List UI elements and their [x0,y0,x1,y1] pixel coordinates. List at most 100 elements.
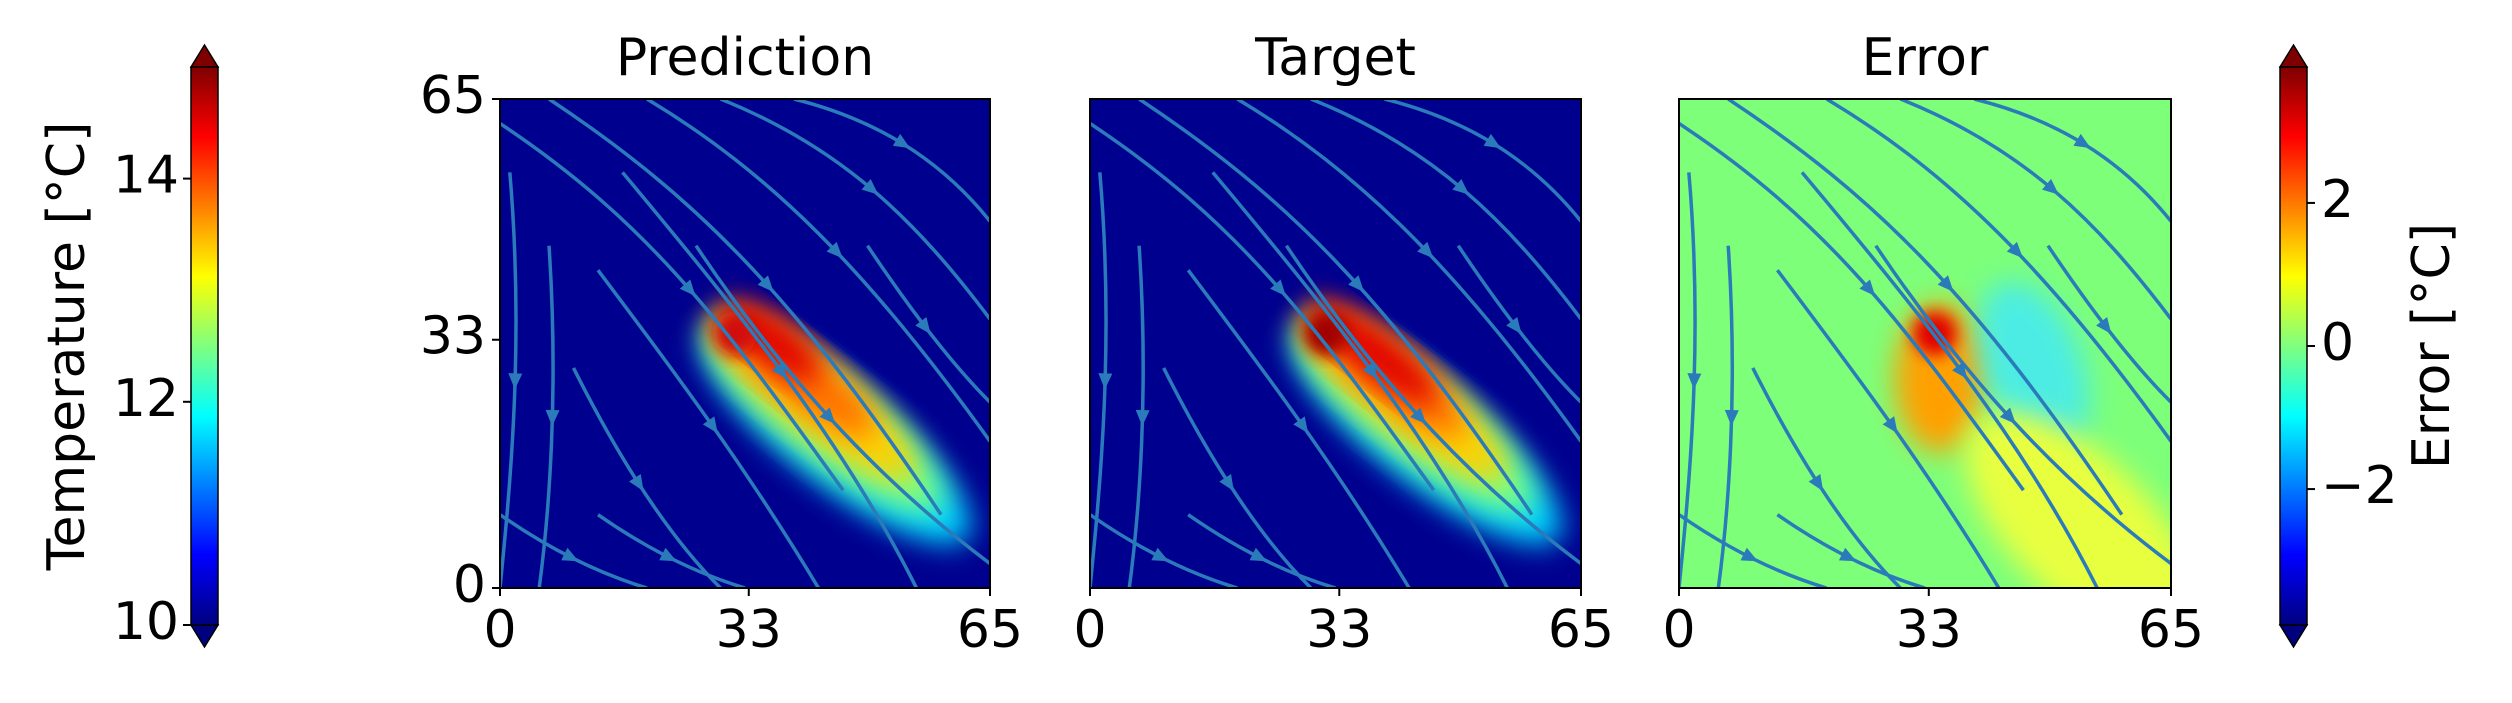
stream-arrow [508,373,523,390]
x-tick-label: 65 [2138,600,2204,660]
streamline [1679,121,2025,492]
colorbar-extend-top [189,43,220,68]
streamline [1090,172,1108,588]
streamline [571,367,722,588]
panel-title: Prediction [616,28,874,88]
streamline [537,245,555,588]
colorbar-tick-label: 2 [2321,170,2354,230]
x-tick-label: 33 [716,600,782,660]
stream-arrow [1999,407,2016,425]
stream-arrow [702,416,718,434]
plume-source [1303,311,1348,356]
stream-arrow [2096,317,2112,334]
stream-arrow [1882,416,1898,434]
stream-arrow [1506,317,1522,334]
colorbar-extend-bottom [2278,624,2309,649]
stream-arrow [1452,178,1470,195]
plume-source [713,311,757,356]
streamline [646,99,990,443]
streamline [866,244,990,404]
stream-arrow [2006,241,2023,259]
streamline [1211,171,1509,588]
colorbar-tick-label: 10 [113,592,179,652]
stream-arrow [561,547,579,562]
streamline [1456,244,1581,404]
streamline [1800,171,2099,588]
heatmap [1679,99,2171,588]
streamline [1679,172,1697,588]
stream-arrow [2073,133,2091,149]
stream-arrow [892,133,911,149]
colorbar-tick-label: 0 [2321,313,2354,373]
streamline [1716,245,1735,588]
stream-arrow [1808,473,1824,492]
axes-frame [1089,98,1582,589]
streamline [1825,99,2171,443]
stream-arrow [1740,547,1758,562]
stream-arrow [1483,133,1501,149]
y-tick-label: 0 [453,555,486,615]
stream-arrow [1249,547,1267,562]
x-tick-label: 65 [1548,600,1614,660]
stream-arrow [2042,178,2059,195]
streamline [1384,99,1581,223]
stream-arrow [1838,547,1857,562]
colorbar-extend-top [2278,43,2309,68]
streamline [1090,121,1436,492]
stream-arrow [1270,279,1286,297]
y-tick-label: 33 [420,307,486,367]
stream-arrow [679,279,696,297]
colorbar-label: Temperature [°C] [37,122,97,572]
x-tick-label: 65 [957,600,1023,660]
x-tick-label: 33 [1306,600,1372,660]
stream-arrow [545,409,560,427]
streamline [548,99,943,516]
stream-arrow [1687,373,1702,390]
stream-arrow [1293,416,1309,434]
stream-arrow [1219,473,1234,492]
stream-arrow [1859,279,1876,297]
stream-arrow [1098,373,1113,390]
streamline [1776,269,2001,588]
streamline [2046,244,2171,404]
stream-arrow [659,547,677,562]
streamline [1727,99,2124,516]
heatmap [500,99,990,588]
axes-frame [499,98,991,589]
streamline [1127,245,1145,588]
stream-arrow [915,317,931,334]
x-tick-label: 0 [1662,600,1695,660]
streamline [793,99,990,223]
streamline [500,121,845,492]
x-tick-label: 0 [483,600,516,660]
streamline [1236,99,1581,443]
stream-arrow [1724,409,1739,427]
stream-arrow [861,178,879,195]
x-tick-label: 0 [1073,600,1106,660]
stream-arrow [1348,275,1365,292]
stream-arrow [1151,547,1169,562]
colorbar-tick-label: 12 [113,369,179,429]
colorbar [2279,66,2308,626]
streamline [1973,99,2171,223]
heatmap [1090,99,1581,588]
colorbar-extend-bottom [189,624,220,649]
stream-arrow [1135,409,1150,427]
y-tick-label: 65 [420,66,486,126]
streamline [1284,244,1581,565]
axes-frame [1678,98,2172,589]
panel-title: Target [1254,28,1416,88]
stream-arrow [1410,407,1427,425]
streamline [596,269,820,588]
streamline [500,172,518,588]
stream-arrow [757,275,774,292]
streamline [1874,244,2171,565]
streamline [1138,99,1534,516]
colorbar-tick-label: −2 [2321,456,2398,516]
stream-arrow [819,407,836,425]
x-tick-label: 33 [1896,600,1962,660]
colorbar-label: Error [°C] [2402,223,2462,469]
colorbar-tick-label: 14 [113,146,179,206]
stream-arrow [826,241,843,259]
